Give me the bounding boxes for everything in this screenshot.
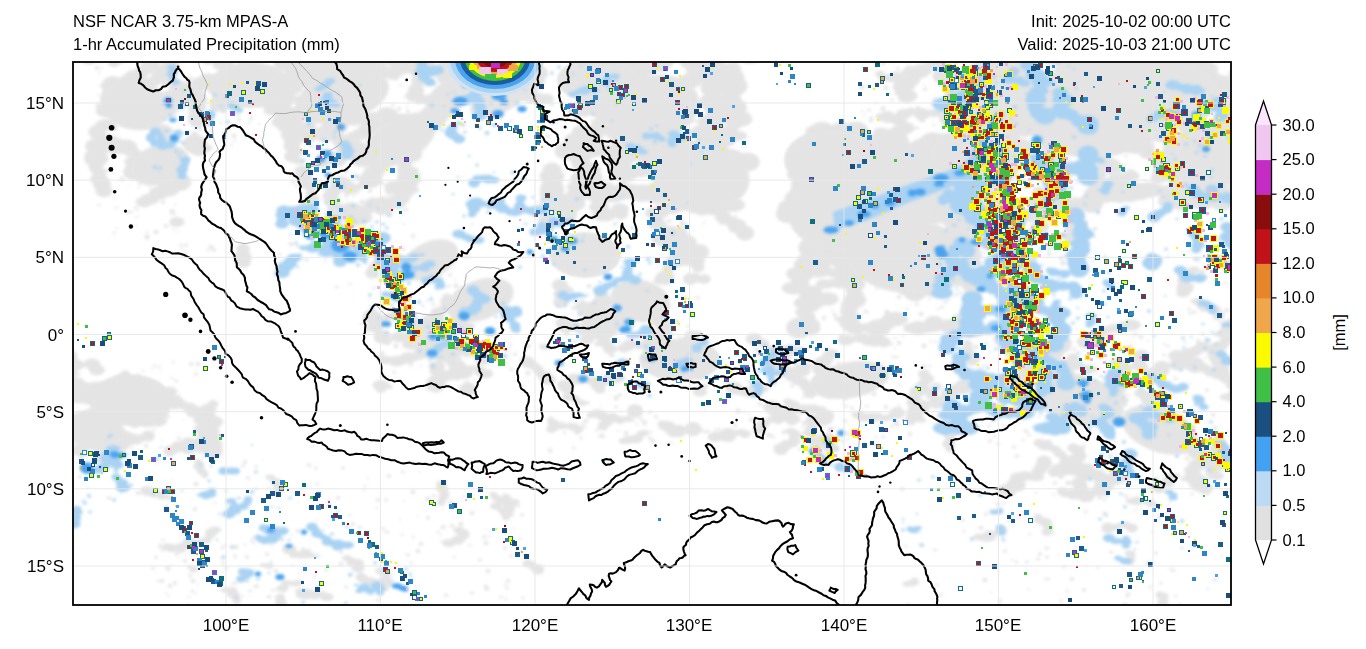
svg-text:160°E: 160°E (1130, 616, 1177, 635)
svg-text:0.1: 0.1 (1283, 531, 1306, 549)
svg-text:1.0: 1.0 (1283, 461, 1306, 479)
svg-text:NSF NCAR 3.75-km MPAS-A: NSF NCAR 3.75-km MPAS-A (73, 12, 288, 30)
svg-text:15°S: 15°S (27, 557, 64, 576)
svg-text:30.0: 30.0 (1283, 116, 1315, 134)
svg-text:110°E: 110°E (357, 616, 402, 635)
svg-text:6.0: 6.0 (1283, 358, 1306, 376)
svg-text:10°S: 10°S (27, 480, 64, 499)
svg-text:5°S: 5°S (36, 403, 64, 422)
svg-text:120°E: 120°E (512, 616, 559, 635)
svg-text:4.0: 4.0 (1283, 392, 1306, 410)
svg-text:0.5: 0.5 (1283, 496, 1306, 514)
svg-text:5°N: 5°N (35, 248, 64, 267)
svg-text:8.0: 8.0 (1283, 323, 1306, 341)
svg-text:25.0: 25.0 (1283, 150, 1315, 168)
svg-text:[mm]: [mm] (1330, 314, 1348, 351)
svg-text:1-hr Accumulated Precipitation: 1-hr Accumulated Precipitation (mm) (73, 35, 340, 53)
svg-text:10.0: 10.0 (1283, 288, 1315, 306)
svg-text:10°N: 10°N (26, 171, 64, 190)
svg-text:20.0: 20.0 (1283, 185, 1315, 203)
svg-text:150°E: 150°E (975, 616, 1022, 635)
svg-text:15°N: 15°N (26, 94, 64, 113)
svg-text:140°E: 140°E (821, 616, 868, 635)
svg-text:Init: 2025-10-02 00:00 UTC: Init: 2025-10-02 00:00 UTC (1031, 12, 1231, 30)
svg-text:Valid: 2025-10-03 21:00 UTC: Valid: 2025-10-03 21:00 UTC (1018, 35, 1231, 53)
svg-text:0°: 0° (48, 326, 64, 345)
svg-text:100°E: 100°E (203, 616, 250, 635)
svg-text:12.0: 12.0 (1283, 254, 1315, 272)
svg-text:2.0: 2.0 (1283, 427, 1306, 445)
svg-text:15.0: 15.0 (1283, 219, 1315, 237)
svg-text:130°E: 130°E (666, 616, 713, 635)
